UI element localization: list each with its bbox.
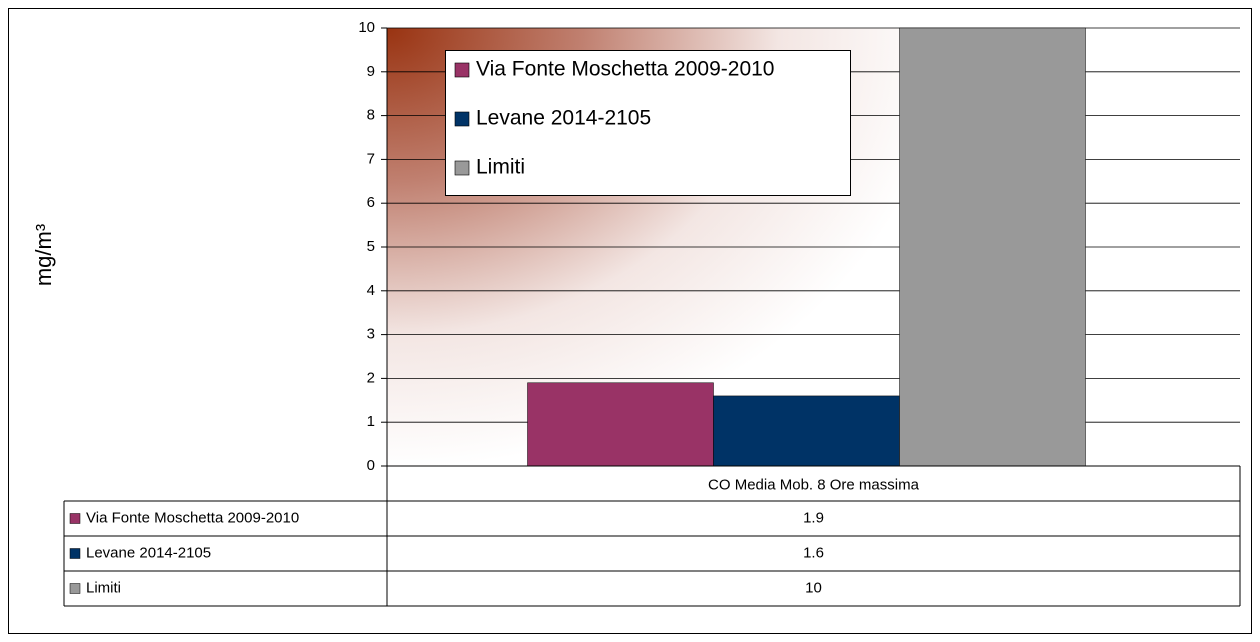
bar [713,395,900,467]
y-tick-label: 9 [367,63,375,80]
legend-swatch [454,62,470,78]
y-tick-label: 3 [367,326,375,343]
table-value: 1.9 [803,509,824,526]
legend-swatch [454,160,470,176]
legend-box [445,50,851,196]
x-tick-label: CO Media Mob. 8 Ore massima [708,476,920,493]
y-tick-label: 8 [367,107,375,124]
y-tick-label: 0 [367,457,375,474]
table-value: 1.6 [803,544,824,561]
table-value: 10 [805,579,822,596]
table-series-label: Limiti [86,579,121,596]
y-axis-label: mg/m³ [31,224,56,286]
legend-swatch [454,111,470,127]
bar [527,382,714,467]
y-tick-label: 4 [367,282,375,299]
legend-label: Limiti [476,156,525,179]
y-tick-label: 5 [367,238,375,255]
bar [899,27,1086,467]
legend-label: Levane 2014-2105 [476,107,651,130]
y-tick-label: 2 [367,369,375,386]
table-swatch [69,513,81,524]
table-series-label: Via Fonte Moschetta 2009-2010 [86,509,299,526]
table-series-label: Levane 2014-2105 [86,544,211,561]
y-tick-label: 1 [367,413,375,430]
y-tick-label: 6 [367,194,375,211]
table-swatch [69,548,81,559]
y-tick-label: 10 [358,19,375,36]
legend-label: Via Fonte Moschetta 2009-2010 [476,58,774,81]
table-swatch [69,583,81,594]
y-tick-label: 7 [367,150,375,167]
